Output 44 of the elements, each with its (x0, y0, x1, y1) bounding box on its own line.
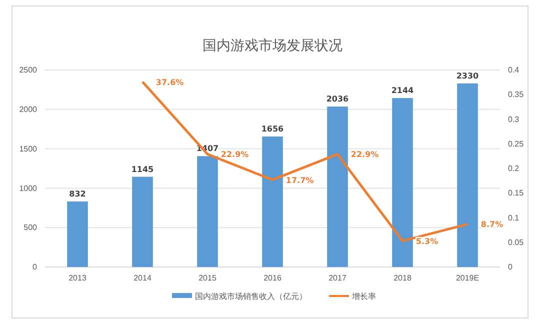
data-label: 37.6% (156, 78, 184, 87)
y2-tick-label: 0.15 (508, 188, 524, 198)
data-label: 22.9% (220, 150, 249, 160)
data-label: 2330 (456, 71, 480, 80)
y-tick-label: 2500 (19, 66, 38, 75)
x-tick-label: 2017 (328, 274, 347, 283)
x-tick-label: 2014 (134, 274, 152, 283)
data-label: 5.3% (416, 236, 438, 246)
y2-tick-label: 0.25 (508, 139, 524, 148)
y2-tick-label: 0 (508, 262, 513, 272)
y2-tick-label: 0.3 (508, 114, 520, 124)
data-label: 2144 (391, 86, 414, 96)
y2-tick-label: 0.05 (508, 238, 524, 247)
x-tick-label: 2015 (198, 274, 217, 283)
bar (197, 156, 218, 267)
y-tick-label: 0 (32, 262, 38, 272)
data-label: 22.9% (350, 150, 379, 160)
bar (67, 201, 88, 267)
data-label: 832 (69, 189, 86, 198)
y2-tick-label: 0.4 (508, 66, 520, 75)
data-label: 2036 (326, 94, 350, 104)
legend-label: 增长率 (351, 292, 376, 301)
bar (327, 106, 348, 267)
bar (132, 176, 153, 267)
x-tick-label: 2019E (456, 274, 480, 283)
bar (262, 136, 283, 267)
legend-label: 国内游戏市场销售收入（亿元） (195, 292, 307, 301)
y2-tick-label: 0.1 (508, 213, 520, 222)
y2-tick-label: 0.35 (508, 90, 524, 100)
data-label: 8.7% (480, 220, 504, 230)
data-label: 1656 (261, 124, 284, 134)
x-tick-label: 2016 (264, 274, 282, 283)
chart-title: 国内游戏市场发展状况 (202, 38, 342, 54)
data-label: 1145 (131, 164, 154, 174)
bar (457, 83, 478, 267)
x-tick-label: 2013 (68, 274, 87, 283)
data-label: 17.7% (286, 176, 314, 185)
y-tick-label: 1500 (19, 144, 38, 154)
y-tick-label: 2000 (19, 104, 38, 114)
y-tick-label: 500 (24, 223, 38, 232)
bar (392, 98, 413, 267)
y2-tick-label: 0.2 (508, 164, 520, 174)
x-tick-label: 2018 (394, 274, 412, 283)
y-tick-label: 1000 (19, 184, 38, 193)
